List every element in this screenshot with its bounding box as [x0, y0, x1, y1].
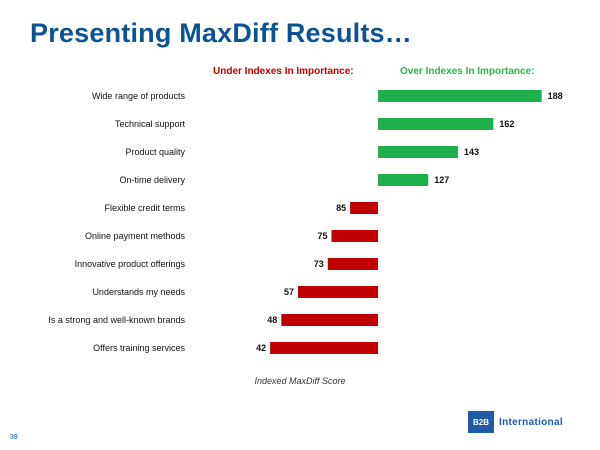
category-label: Innovative product offerings: [75, 259, 186, 269]
over-index-bar: [378, 146, 458, 158]
over-index-bar: [378, 118, 494, 130]
logo-mark: B2B: [468, 411, 494, 433]
category-label: On-time delivery: [119, 175, 185, 185]
category-label: Product quality: [125, 147, 185, 157]
category-label: Is a strong and well-known brands: [48, 315, 185, 325]
category-label: Technical support: [115, 119, 186, 129]
over-index-bar: [378, 174, 429, 186]
slide-title: Presenting MaxDiff Results…: [30, 18, 412, 48]
under-index-header: Under Indexes In Importance:: [213, 66, 354, 77]
category-label: Understands my needs: [92, 287, 185, 297]
category-label: Offers training services: [93, 343, 185, 353]
over-index-header: Over Indexes In Importance:: [400, 66, 535, 77]
under-index-bar: [350, 202, 378, 214]
value-label: 162: [499, 119, 514, 129]
value-label: 75: [317, 231, 327, 241]
value-label: 188: [548, 91, 563, 101]
under-index-bar: [298, 286, 378, 298]
category-label: Online payment methods: [85, 231, 186, 241]
value-label: 57: [284, 287, 294, 297]
under-index-bar: [331, 230, 378, 242]
page-number: 39: [10, 434, 18, 441]
logo-wordmark: International: [499, 416, 563, 428]
under-index-bar: [327, 258, 378, 270]
x-axis-label: Indexed MaxDiff Score: [254, 376, 346, 386]
value-label: 85: [336, 203, 346, 213]
value-label: 42: [256, 343, 266, 353]
value-label: 48: [267, 315, 277, 325]
under-index-bar: [281, 314, 378, 326]
value-label: 73: [314, 259, 324, 269]
category-label: Wide range of products: [92, 91, 186, 101]
under-index-bar: [270, 342, 378, 354]
over-index-bar: [378, 90, 542, 102]
value-label: 127: [434, 175, 449, 185]
value-label: 143: [464, 147, 479, 157]
b2b-international-logo: B2B International: [468, 411, 563, 433]
category-label: Flexible credit terms: [104, 203, 185, 213]
